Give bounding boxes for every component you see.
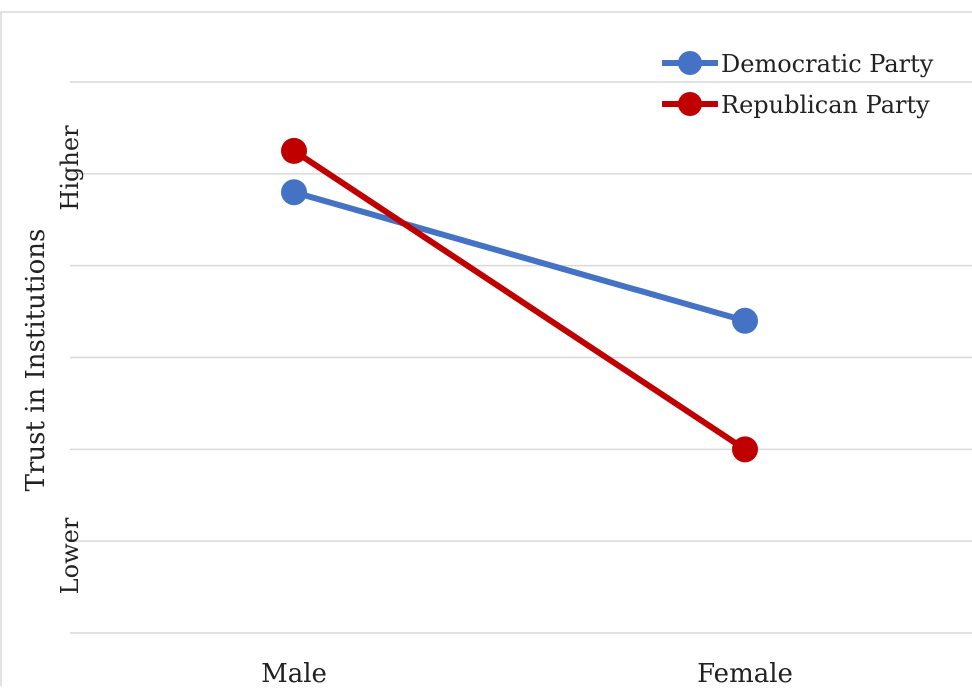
series-republican-party <box>281 137 758 463</box>
series-line <box>292 148 747 452</box>
legend: Democratic Party Republican Party <box>662 50 934 119</box>
series-layer <box>281 137 758 463</box>
y-tick-label-higher: Higher <box>56 125 84 211</box>
series-democratic-party <box>281 179 758 334</box>
chart-frame <box>0 11 972 690</box>
legend-item: Democratic Party <box>662 50 934 78</box>
y-axis-title: Trust in Institutions <box>21 229 51 492</box>
data-point <box>281 137 307 164</box>
x-tick-label: Male <box>261 659 327 686</box>
x-tick-label: Female <box>697 659 793 686</box>
legend-marker <box>678 92 702 116</box>
data-point <box>732 307 758 334</box>
legend-label: Republican Party <box>721 91 930 119</box>
data-point <box>281 179 307 206</box>
legend-item: Republican Party <box>662 91 930 119</box>
legend-label: Democratic Party <box>721 50 934 78</box>
x-tick-labels: Male Female <box>261 659 793 689</box>
y-tick-label-lower: Lower <box>56 517 84 594</box>
legend-marker <box>678 51 702 75</box>
series-line <box>293 189 746 324</box>
data-point <box>732 436 758 463</box>
gridlines <box>70 81 972 634</box>
